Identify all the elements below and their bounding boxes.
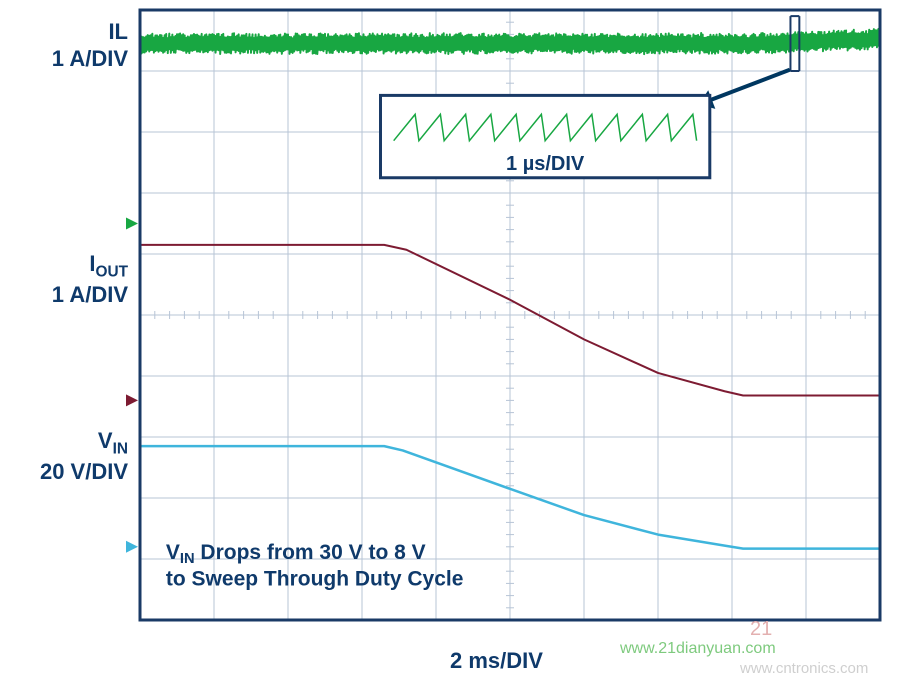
trace-marker [126,541,138,553]
trace-marker [126,218,138,230]
inset-label: 1 µs/DIV [506,153,585,175]
annotation-line1: VIN Drops from 30 V to 8 V [166,541,426,567]
watermark-3: 21 [750,618,772,641]
annotation-line2: to Sweep Through Duty Cycle [166,567,464,590]
watermark-1: www.21dianyuan.com [620,640,776,658]
watermark-2: www.cntronics.com [740,660,868,677]
x-axis-label: 2 ms/DIV [450,648,543,674]
trace-marker [126,394,138,406]
callout-arrow [699,70,790,105]
oscilloscope-plot: 1 µs/DIV VIN Drops from 30 V to 8 Vto Swe… [0,0,900,683]
